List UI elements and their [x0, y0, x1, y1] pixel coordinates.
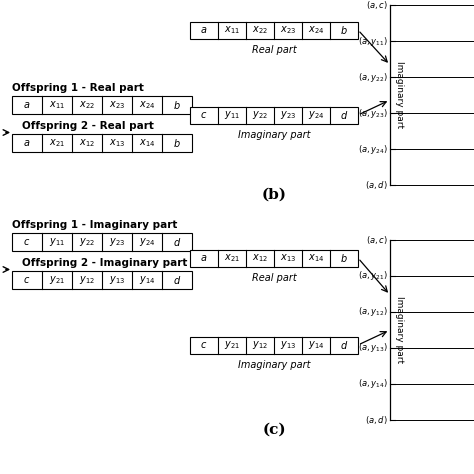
- Text: $y_{23}$: $y_{23}$: [109, 236, 125, 248]
- Text: $y_{22}$: $y_{22}$: [252, 109, 268, 121]
- Text: $c$: $c$: [23, 237, 31, 247]
- Text: $x_{21}$: $x_{21}$: [49, 137, 65, 149]
- Text: $a$: $a$: [201, 25, 208, 35]
- Text: $a$: $a$: [23, 100, 31, 110]
- Text: $(a,y_{23})$: $(a,y_{23})$: [358, 107, 388, 119]
- Text: $(a,y_{14})$: $(a,y_{14})$: [358, 377, 388, 391]
- Text: $(a,c)$: $(a,c)$: [366, 234, 388, 246]
- Text: $(a,d)$: $(a,d)$: [365, 414, 388, 426]
- Text: $y_{13}$: $y_{13}$: [109, 274, 125, 286]
- Text: $(a,c)$: $(a,c)$: [366, 0, 388, 11]
- Text: Offspring 2 - Real part: Offspring 2 - Real part: [22, 121, 154, 131]
- Text: Real part: Real part: [252, 45, 296, 55]
- Text: Offspring 1 - Real part: Offspring 1 - Real part: [12, 83, 144, 93]
- Bar: [190, 107, 358, 124]
- Text: $x_{13}$: $x_{13}$: [280, 252, 296, 264]
- Text: $(a,y_{12})$: $(a,y_{12})$: [358, 306, 388, 319]
- Text: $(a,y_{22})$: $(a,y_{22})$: [358, 71, 388, 83]
- Text: Imaginary part: Imaginary part: [395, 296, 404, 364]
- Text: Imaginary part: Imaginary part: [238, 130, 310, 140]
- Text: $x_{14}$: $x_{14}$: [139, 137, 155, 149]
- Text: $c$: $c$: [201, 110, 208, 120]
- Text: $x_{12}$: $x_{12}$: [79, 137, 95, 149]
- Text: $y_{23}$: $y_{23}$: [280, 109, 296, 121]
- Bar: [12, 271, 192, 289]
- Text: $(a,d)$: $(a,d)$: [365, 179, 388, 191]
- Text: $b$: $b$: [340, 24, 348, 36]
- Text: (c): (c): [262, 423, 286, 437]
- Text: $a$: $a$: [23, 138, 31, 148]
- Text: $a$: $a$: [201, 253, 208, 263]
- Text: (b): (b): [262, 188, 286, 202]
- Text: $x_{11}$: $x_{11}$: [49, 99, 65, 111]
- Text: $b$: $b$: [340, 252, 348, 264]
- Text: $y_{14}$: $y_{14}$: [308, 339, 324, 351]
- Text: $(a,y_{13})$: $(a,y_{13})$: [358, 341, 388, 355]
- Bar: [190, 337, 358, 354]
- Text: $y_{14}$: $y_{14}$: [139, 274, 155, 286]
- Text: $x_{22}$: $x_{22}$: [79, 99, 95, 111]
- Text: $c$: $c$: [23, 275, 31, 285]
- Bar: [12, 233, 192, 251]
- Text: $(a,y_{24})$: $(a,y_{24})$: [358, 143, 388, 155]
- Text: $y_{22}$: $y_{22}$: [79, 236, 95, 248]
- Text: $x_{24}$: $x_{24}$: [308, 24, 324, 36]
- Text: $d$: $d$: [173, 236, 181, 248]
- Text: $x_{11}$: $x_{11}$: [224, 24, 240, 36]
- Text: Offspring 2 - Imaginary part: Offspring 2 - Imaginary part: [22, 258, 187, 268]
- Text: Imaginary part: Imaginary part: [395, 62, 404, 128]
- Text: $y_{21}$: $y_{21}$: [224, 339, 240, 351]
- Text: $x_{14}$: $x_{14}$: [308, 252, 324, 264]
- Text: $b$: $b$: [173, 99, 181, 111]
- Bar: [12, 96, 192, 114]
- Text: $y_{13}$: $y_{13}$: [280, 339, 296, 351]
- Text: $c$: $c$: [201, 340, 208, 350]
- Bar: [190, 249, 358, 266]
- Text: $b$: $b$: [173, 137, 181, 149]
- Text: $y_{21}$: $y_{21}$: [49, 274, 65, 286]
- Text: Offspring 1 - Imaginary part: Offspring 1 - Imaginary part: [12, 220, 177, 230]
- Text: $x_{12}$: $x_{12}$: [252, 252, 268, 264]
- Text: $x_{23}$: $x_{23}$: [109, 99, 125, 111]
- Text: $d$: $d$: [340, 109, 348, 121]
- Text: $x_{22}$: $x_{22}$: [252, 24, 268, 36]
- Text: $(a,y_{11})$: $(a,y_{11})$: [358, 35, 388, 47]
- Text: $d$: $d$: [173, 274, 181, 286]
- Bar: [190, 21, 358, 38]
- Text: $y_{12}$: $y_{12}$: [252, 339, 268, 351]
- Text: $x_{21}$: $x_{21}$: [224, 252, 240, 264]
- Text: $y_{24}$: $y_{24}$: [139, 236, 155, 248]
- Bar: [12, 134, 192, 152]
- Text: $d$: $d$: [340, 339, 348, 351]
- Text: $x_{13}$: $x_{13}$: [109, 137, 125, 149]
- Text: Real part: Real part: [252, 273, 296, 283]
- Text: $y_{12}$: $y_{12}$: [79, 274, 95, 286]
- Text: $(a,y_{21})$: $(a,y_{21})$: [358, 270, 388, 283]
- Text: $y_{11}$: $y_{11}$: [224, 109, 240, 121]
- Text: $x_{23}$: $x_{23}$: [280, 24, 296, 36]
- Text: Imaginary part: Imaginary part: [238, 360, 310, 370]
- Text: $y_{11}$: $y_{11}$: [49, 236, 65, 248]
- Text: $y_{24}$: $y_{24}$: [308, 109, 324, 121]
- Text: $x_{24}$: $x_{24}$: [139, 99, 155, 111]
